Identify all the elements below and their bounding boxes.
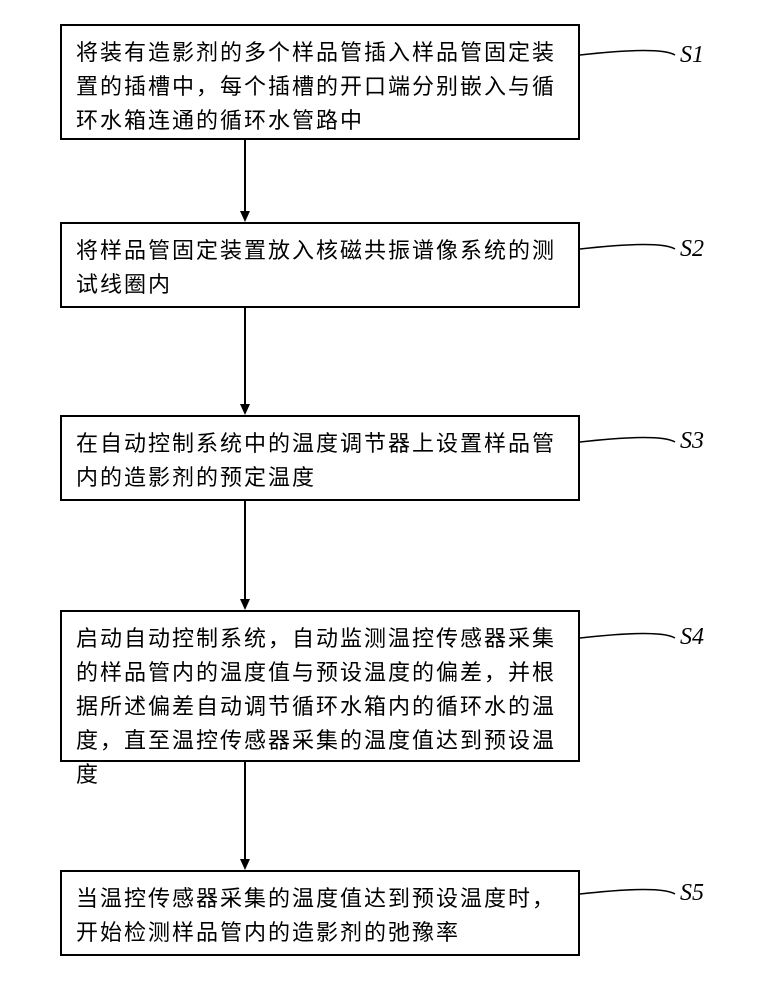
step-label-s2: S2	[680, 236, 704, 263]
leader-s4	[580, 634, 675, 639]
step-box-s1: 将装有造影剂的多个样品管插入样品管固定装置的插槽中，每个插槽的开口端分别嵌入与循…	[60, 24, 580, 140]
step-box-s3: 在自动控制系统中的温度调节器上设置样品管内的造影剂的预定温度	[60, 415, 580, 501]
leader-s2	[580, 245, 675, 250]
step-label-s5: S5	[680, 880, 704, 907]
leader-s1	[580, 51, 675, 56]
leader-s5	[580, 890, 675, 895]
step-text-s2: 将样品管固定装置放入核磁共振谱像系统的测试线圈内	[76, 234, 564, 302]
step-text-s4: 启动自动控制系统，自动监测温控传感器采集的样品管内的温度值与预设温度的偏差，并根…	[76, 622, 564, 792]
step-label-s4: S4	[680, 624, 704, 651]
step-text-s1: 将装有造影剂的多个样品管插入样品管固定装置的插槽中，每个插槽的开口端分别嵌入与循…	[76, 36, 564, 138]
step-label-s1: S1	[680, 42, 704, 69]
flowchart-canvas: 将装有造影剂的多个样品管插入样品管固定装置的插槽中，每个插槽的开口端分别嵌入与循…	[0, 0, 757, 1000]
leader-s3	[580, 438, 675, 443]
step-box-s5: 当温控传感器采集的温度值达到预设温度时，开始检测样品管内的造影剂的弛豫率	[60, 870, 580, 956]
step-label-s3: S3	[680, 428, 704, 455]
step-text-s3: 在自动控制系统中的温度调节器上设置样品管内的造影剂的预定温度	[76, 427, 564, 495]
step-box-s2: 将样品管固定装置放入核磁共振谱像系统的测试线圈内	[60, 222, 580, 308]
step-text-s5: 当温控传感器采集的温度值达到预设温度时，开始检测样品管内的造影剂的弛豫率	[76, 882, 564, 950]
step-box-s4: 启动自动控制系统，自动监测温控传感器采集的样品管内的温度值与预设温度的偏差，并根…	[60, 610, 580, 762]
